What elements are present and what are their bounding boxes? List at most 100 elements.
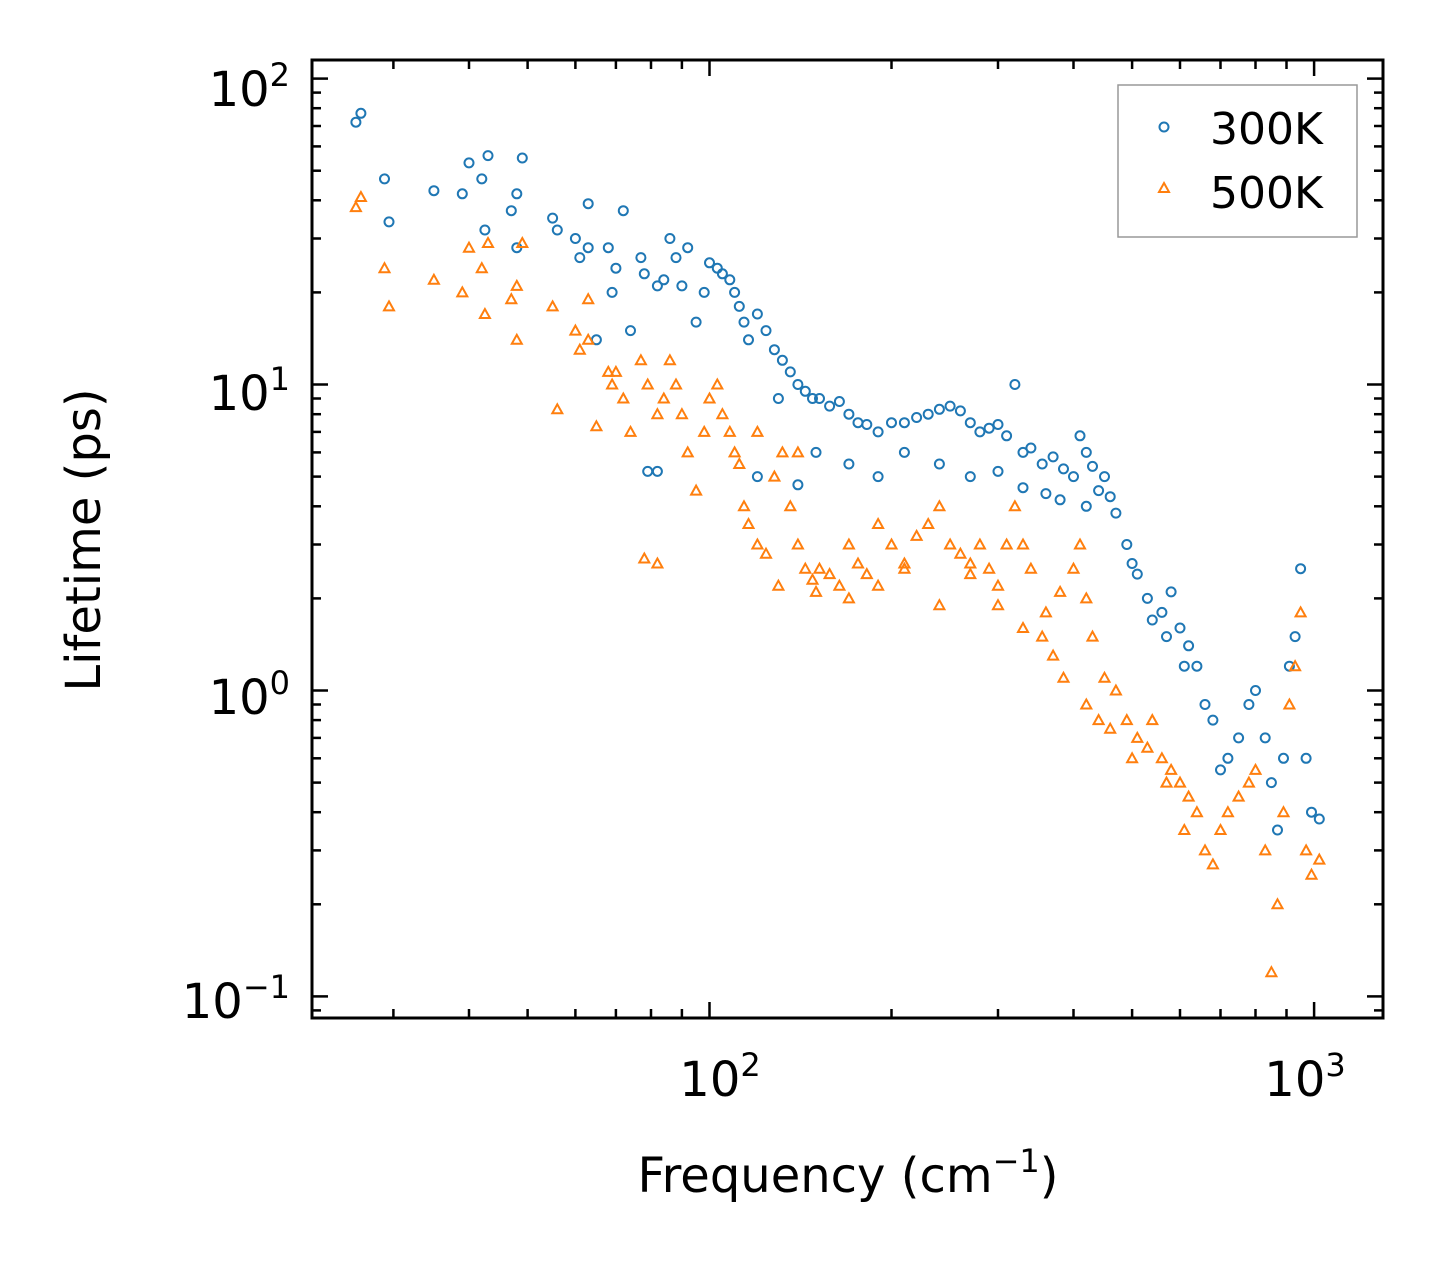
point-300k-35 xyxy=(682,242,694,254)
point-300k-33 xyxy=(670,252,682,264)
point-500k-0 xyxy=(349,200,363,213)
point-300k-5 xyxy=(456,188,468,200)
point-300k-14 xyxy=(547,212,559,224)
point-300k-51 xyxy=(792,379,804,390)
point-300k-21 xyxy=(602,242,614,254)
point-500k-109 xyxy=(1312,852,1326,865)
point-300k-107 xyxy=(1300,752,1312,764)
point-500k-81 xyxy=(1079,591,1093,604)
point-500k-12 xyxy=(510,278,524,291)
point-300k-91 xyxy=(1183,640,1195,652)
point-300k-120 xyxy=(1017,482,1029,494)
point-300k-65 xyxy=(933,403,945,415)
point-300k-4 xyxy=(428,185,440,197)
point-300k-13 xyxy=(516,152,528,164)
point-500k-20 xyxy=(589,419,604,432)
point-500k-57 xyxy=(842,537,856,550)
point-500k-106 xyxy=(1293,605,1308,618)
point-500k-60 xyxy=(871,516,885,529)
point-300k-73 xyxy=(1009,379,1021,390)
legend-label-500k: 500K xyxy=(1210,168,1324,219)
point-500k-63 xyxy=(909,528,924,541)
point-500k-119 xyxy=(991,598,1005,611)
point-300k-111 xyxy=(792,479,804,491)
point-500k-93 xyxy=(1198,843,1212,856)
point-500k-118 xyxy=(963,567,977,580)
point-500k-47 xyxy=(759,546,773,559)
point-500k-88 xyxy=(1155,751,1169,764)
point-300k-95 xyxy=(1215,764,1226,776)
point-300k-2 xyxy=(379,173,390,185)
point-300k-19 xyxy=(582,242,594,254)
point-500k-100 xyxy=(1258,843,1272,856)
point-500k-87 xyxy=(1140,740,1155,753)
point-300k-84 xyxy=(1110,507,1122,519)
point-300k-105 xyxy=(1289,631,1301,643)
point-500k-105 xyxy=(1288,659,1302,672)
point-500k-70 xyxy=(982,561,996,574)
point-300k-122 xyxy=(1054,494,1066,506)
point-500k-28 xyxy=(641,377,655,390)
point-500k-64 xyxy=(921,516,935,529)
y-tick-label-100: 102 xyxy=(209,56,290,118)
point-500k-78 xyxy=(1056,670,1071,683)
point-500k-55 xyxy=(822,567,837,580)
point-300k-22 xyxy=(606,286,618,298)
point-300k-90 xyxy=(1174,622,1186,634)
point-300k-54 xyxy=(814,393,825,404)
point-500k-9 xyxy=(481,235,495,248)
point-500k-72 xyxy=(999,537,1014,550)
point-500k-126 xyxy=(1125,751,1139,764)
point-300k-50 xyxy=(784,366,796,378)
point-300k-80 xyxy=(1074,430,1086,442)
point-500k-129 xyxy=(1177,822,1191,835)
point-300k-12 xyxy=(511,188,523,200)
point-500k-94 xyxy=(1206,857,1220,870)
point-500k-29 xyxy=(650,556,665,569)
point-500k-39 xyxy=(710,377,724,390)
point-500k-96 xyxy=(1221,805,1235,818)
point-500k-124 xyxy=(1091,713,1106,726)
point-500k-11 xyxy=(510,332,524,345)
point-300k-92 xyxy=(1191,660,1203,672)
point-300k-1 xyxy=(355,107,367,119)
point-300k-7 xyxy=(476,173,488,185)
point-500k-16 xyxy=(568,323,583,336)
point-500k-112 xyxy=(771,578,786,591)
point-500k-30 xyxy=(650,407,665,420)
point-500k-25 xyxy=(623,424,638,437)
point-300k-125 xyxy=(1104,491,1116,503)
point-300k-60 xyxy=(872,426,884,438)
point-500k-19 xyxy=(581,332,595,345)
point-500k-122 xyxy=(1053,584,1067,597)
point-300k-63 xyxy=(911,412,923,423)
point-500k-85 xyxy=(1120,713,1134,726)
point-300k-126 xyxy=(1126,558,1138,569)
point-300k-0 xyxy=(350,116,362,128)
point-300k-16 xyxy=(569,233,581,244)
point-300k-3 xyxy=(383,216,395,228)
legend-label-300k: 300K xyxy=(1210,104,1324,155)
point-300k-113 xyxy=(810,446,822,458)
point-300k-48 xyxy=(768,344,780,356)
point-500k-48 xyxy=(767,469,782,482)
point-500k-83 xyxy=(1097,670,1112,683)
point-300k-123 xyxy=(1080,500,1092,512)
point-500k-51 xyxy=(791,537,805,550)
point-500k-44 xyxy=(737,499,751,512)
point-500k-65 xyxy=(932,499,947,512)
point-500k-125 xyxy=(1103,721,1117,734)
point-500k-49 xyxy=(775,445,790,458)
point-500k-54 xyxy=(812,561,827,574)
point-300k-49 xyxy=(776,354,788,366)
point-300k-76 xyxy=(1036,458,1048,470)
point-500k-66 xyxy=(943,537,957,550)
point-500k-31 xyxy=(657,391,671,404)
point-500k-99 xyxy=(1248,762,1263,775)
point-500k-90 xyxy=(1173,775,1187,788)
point-500k-40 xyxy=(715,407,730,420)
point-500k-5 xyxy=(455,285,469,298)
point-300k-25 xyxy=(625,325,636,337)
point-500k-3 xyxy=(382,299,396,312)
point-500k-75 xyxy=(1024,561,1038,574)
